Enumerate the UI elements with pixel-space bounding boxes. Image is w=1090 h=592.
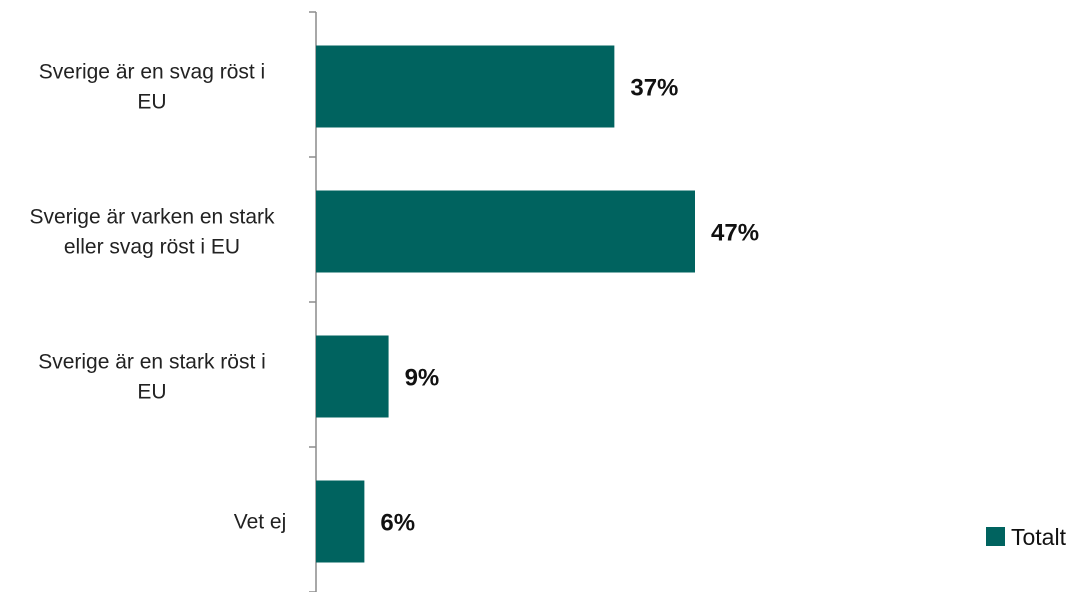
category-label-line: eller svag röst i EU (64, 236, 240, 259)
category-label-line: Sverige är en stark röst i (38, 351, 266, 374)
category-label-line: EU (137, 91, 166, 114)
category-label-line: Sverige är en svag röst i (39, 61, 265, 84)
legend-swatch-totalt (986, 527, 1005, 546)
bar-value-label: 9% (405, 365, 440, 392)
category-label: Sverige är en svag röst i EU (39, 61, 265, 114)
bar (316, 190, 695, 273)
bar (316, 335, 389, 418)
bar (316, 480, 365, 563)
value-labels: 37% 47% 9% 6% (380, 75, 759, 537)
bar-value-label: 47% (711, 220, 759, 247)
category-labels: Sverige är en svag röst i EU Sverige är va… (29, 61, 286, 534)
bar-value-label: 6% (380, 510, 415, 537)
category-axis-ticks (309, 11, 316, 592)
category-label: Vet ej (234, 511, 287, 534)
bar (316, 45, 615, 128)
legend-label-totalt: Totalt (1011, 524, 1067, 550)
category-label-line: Sverige är varken en stark (29, 206, 275, 229)
category-label: Sverige är varken en stark eller svag rös… (29, 206, 275, 259)
category-label: Sverige är en stark röst i EU (38, 351, 266, 404)
bars (316, 45, 695, 563)
bar-value-label: 37% (630, 75, 678, 102)
category-label-line: EU (137, 381, 166, 404)
category-label-line: Vet ej (234, 511, 287, 534)
legend: Totalt (986, 524, 1067, 550)
